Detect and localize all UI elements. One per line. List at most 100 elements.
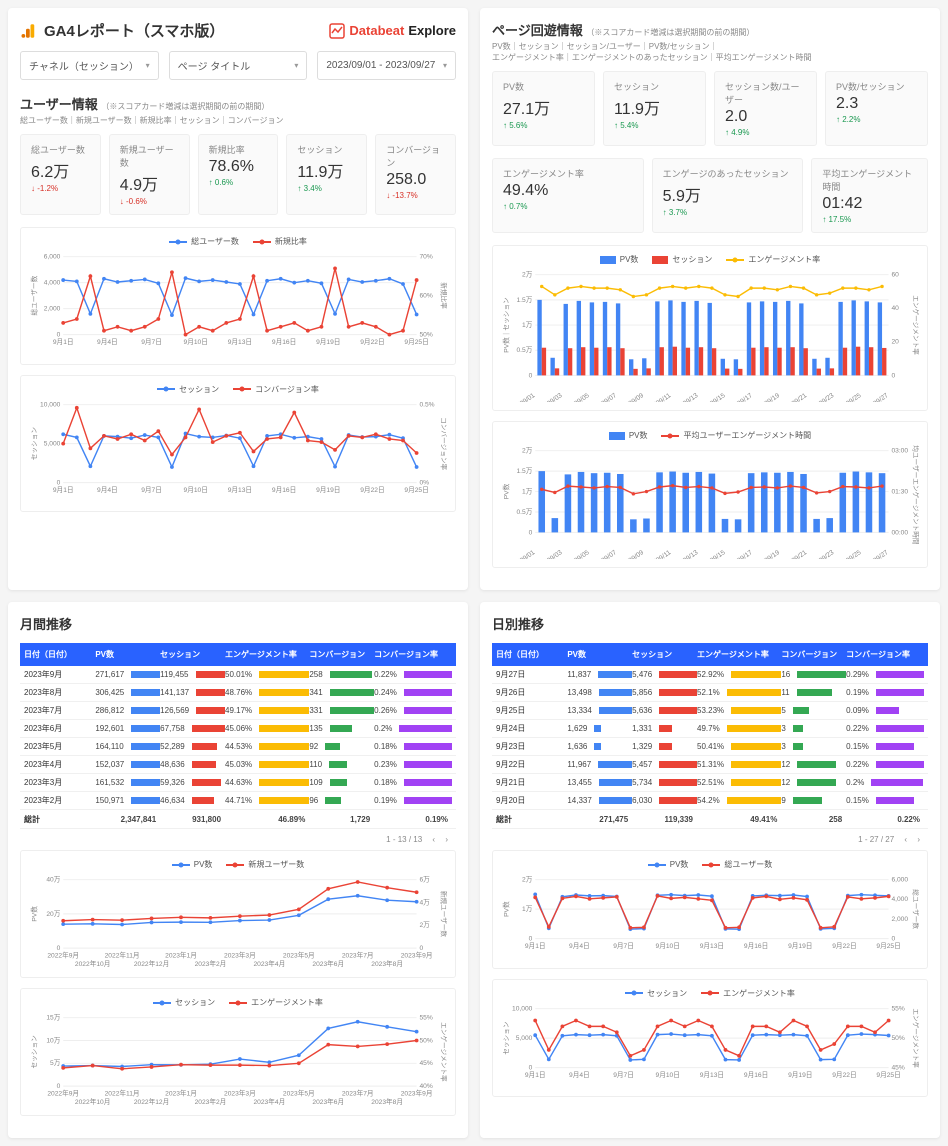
svg-text:9月25日: 9月25日 <box>404 338 428 346</box>
kpi-delta: ↑ 5.4% <box>614 121 695 130</box>
table-cell-date: 9月23日 <box>496 741 567 752</box>
table-cell: 126,569 <box>160 706 225 715</box>
svg-text:エンゲージメント率: エンゲージメント率 <box>911 295 919 355</box>
svg-text:9月22日: 9月22日 <box>360 486 384 494</box>
table-cell: 12 <box>781 760 846 769</box>
user-info-metrics: 総ユーザー数｜新規ユーザー数｜新規比率｜セッション｜コンバージョン <box>20 115 456 126</box>
page-nav-metrics: PV数｜セッション｜セッション/ユーザー｜PV数/セッション｜ エンゲージメント… <box>492 41 928 63</box>
svg-text:50%: 50% <box>419 332 432 339</box>
filter-page-title[interactable]: ページ タイトル▾ <box>169 51 308 80</box>
svg-text:2023年6月: 2023年6月 <box>312 1097 344 1106</box>
legend-item: セッション <box>157 384 219 395</box>
daily-panel: 日別推移 日付（日付）PV数セッションエンゲージメント率コンバージョンコンバージ… <box>480 602 940 1138</box>
kpi-value: 27.1万 <box>503 95 584 119</box>
kpi-delta: ↑ 17.5% <box>822 215 917 224</box>
filter-date-range[interactable]: 2023/09/01 - 2023/09/27▾ <box>317 51 456 80</box>
svg-text:60%: 60% <box>419 293 432 300</box>
table-cell: 13,455 <box>567 778 632 787</box>
user-chart-2: セッションコンバージョン率 05,00010,0000%0.5%セッションコンバ… <box>20 375 456 513</box>
table-cell: 5,856 <box>632 688 697 697</box>
svg-text:エンゲージメント率: エンゲージメント率 <box>439 1022 447 1082</box>
svg-text:2023年4月: 2023年4月 <box>253 959 285 968</box>
svg-text:03:00: 03:00 <box>891 448 908 455</box>
table-cell-date: 2023年7月 <box>24 705 95 716</box>
svg-text:9月13日: 9月13日 <box>700 1071 724 1079</box>
table-cell: 271,617 <box>95 670 160 679</box>
kpi-card: PV数 27.1万 ↑ 5.6% <box>492 71 595 146</box>
table-cell: 0.09% <box>846 706 924 715</box>
table-row: 2023年3月 161,532 59,326 44.63% 109 0.18% <box>20 774 456 792</box>
svg-text:2023/09/17: 2023/09/17 <box>723 392 754 402</box>
pager-prev[interactable]: ‹ <box>904 835 907 844</box>
svg-text:5,000: 5,000 <box>516 1035 533 1042</box>
table-row: 9月27日 11,837 5,476 52.92% 16 0.29% <box>492 666 928 684</box>
kpi-value: 01:42 <box>822 195 917 213</box>
databeat-icon <box>329 23 345 39</box>
svg-text:2023/09/21: 2023/09/21 <box>777 392 808 402</box>
svg-text:10,000: 10,000 <box>40 401 61 408</box>
table-cell: 135 <box>309 724 374 733</box>
svg-text:9月4日: 9月4日 <box>569 942 590 950</box>
kpi-card: 平均エンゲージメント時間 01:42 ↑ 17.5% <box>811 158 928 233</box>
svg-text:9月4日: 9月4日 <box>97 486 118 494</box>
table-cell-date: 9月26日 <box>496 687 567 698</box>
table-cell: 54.2% <box>697 796 781 805</box>
table-cell: 1,331 <box>632 724 697 733</box>
kpi-delta: ↑ 5.6% <box>503 121 584 130</box>
svg-text:9月13日: 9月13日 <box>228 486 252 494</box>
svg-text:9月16日: 9月16日 <box>272 486 296 494</box>
svg-text:2023/09/19: 2023/09/19 <box>750 549 781 559</box>
svg-text:2022年11月: 2022年11月 <box>105 951 140 960</box>
table-cell: 1,636 <box>567 742 632 751</box>
table-header: PV数 <box>567 649 632 660</box>
table-cell: 13,334 <box>567 706 632 715</box>
svg-text:9月10日: 9月10日 <box>184 486 208 494</box>
table-cell-date: 2023年5月 <box>24 741 95 752</box>
pager-prev[interactable]: ‹ <box>432 835 435 844</box>
svg-text:1万: 1万 <box>522 905 533 913</box>
kpi-label: セッション <box>297 143 356 156</box>
svg-text:2023年3月: 2023年3月 <box>224 951 256 960</box>
table-cell-date: 9月25日 <box>496 705 567 716</box>
svg-text:9月7日: 9月7日 <box>613 942 634 950</box>
svg-text:2023/09/05: 2023/09/05 <box>559 549 590 559</box>
pager-next[interactable]: › <box>445 835 448 844</box>
table-cell: 51.31% <box>697 760 781 769</box>
svg-text:0: 0 <box>57 1083 61 1090</box>
svg-text:2万: 2万 <box>419 921 430 929</box>
table-cell: 0.19% <box>846 688 924 697</box>
table-cell: 67,758 <box>160 724 225 733</box>
svg-text:9月16日: 9月16日 <box>744 942 768 950</box>
legend-item: エンゲージメント率 <box>726 254 820 265</box>
svg-text:新規ユーザー数: 新規ユーザー数 <box>439 891 447 938</box>
table-cell: 14,337 <box>567 796 632 805</box>
kpi-card: コンバージョン 258.0 ↓ -13.7% <box>375 134 456 215</box>
table-cell: 119,455 <box>160 670 225 679</box>
table-cell: 0.22% <box>374 670 452 679</box>
svg-text:45%: 45% <box>419 1060 432 1067</box>
svg-text:2023/09/19: 2023/09/19 <box>750 392 781 402</box>
svg-text:0: 0 <box>529 1064 533 1071</box>
table-cell: 49.17% <box>225 706 309 715</box>
page-nav-panel: ページ回遊情報 （※スコアカード増減は選択期間の前の期間） PV数｜セッション｜… <box>480 8 940 590</box>
filter-channel[interactable]: チャネル（セッション）▾ <box>20 51 159 80</box>
svg-text:2023/09/09: 2023/09/09 <box>614 392 645 402</box>
table-header: コンバージョン <box>781 649 846 660</box>
svg-text:コンバージョン率: コンバージョン率 <box>439 417 447 470</box>
svg-text:9月19日: 9月19日 <box>316 486 340 494</box>
table-cell: 96 <box>309 796 374 805</box>
table-row: 9月21日 13,455 5,734 52.51% 12 0.2% <box>492 774 928 792</box>
svg-text:0%: 0% <box>419 479 429 486</box>
svg-text:2022年12月: 2022年12月 <box>134 1097 169 1106</box>
table-cell: 150,971 <box>95 796 160 805</box>
pager-next[interactable]: › <box>917 835 920 844</box>
svg-text:2023年2月: 2023年2月 <box>195 959 227 968</box>
svg-text:9月16日: 9月16日 <box>744 1071 768 1079</box>
svg-text:2023年1月: 2023年1月 <box>165 1089 197 1098</box>
kpi-value: 11.9万 <box>614 95 695 119</box>
svg-text:2023年1月: 2023年1月 <box>165 951 197 960</box>
svg-text:9月25日: 9月25日 <box>876 1071 900 1079</box>
table-cell: 5,636 <box>632 706 697 715</box>
table-cell: 0.29% <box>846 670 924 679</box>
svg-text:9月13日: 9月13日 <box>228 338 252 346</box>
